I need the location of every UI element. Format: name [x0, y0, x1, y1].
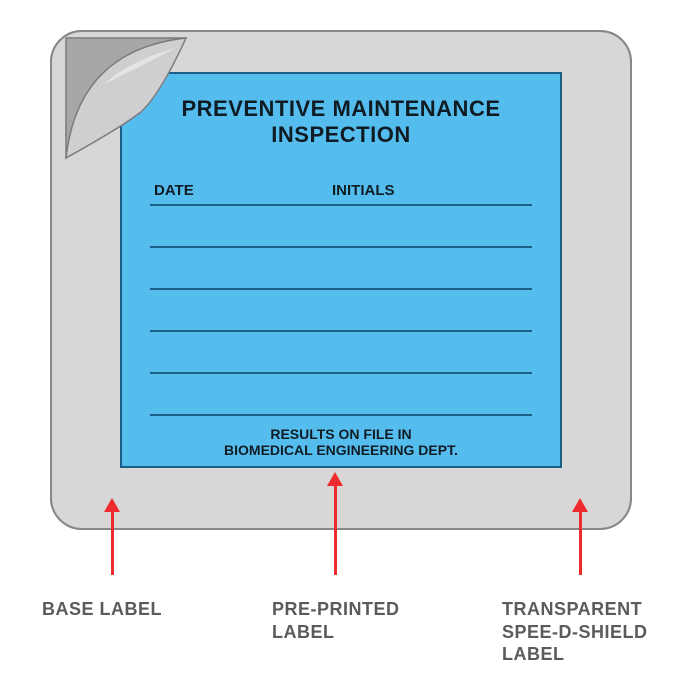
arrow-line: [579, 512, 582, 575]
rule-line: [150, 372, 532, 374]
arrow-line: [111, 512, 114, 575]
label-footer: RESULTS ON FILE IN BIOMEDICAL ENGINEERIN…: [122, 426, 560, 458]
arrow-head-icon: [572, 498, 588, 512]
arrow-head-icon: [104, 498, 120, 512]
footer-line1: RESULTS ON FILE IN: [122, 426, 560, 442]
rule-line: [150, 204, 532, 206]
rule-line: [150, 330, 532, 332]
initials-field-label: INITIALS: [332, 182, 395, 199]
peel-corner-icon: [56, 28, 216, 188]
rule-line: [150, 246, 532, 248]
callout-pre-printed: PRE-PRINTED LABEL: [272, 598, 400, 643]
footer-line2: BIOMEDICAL ENGINEERING DEPT.: [122, 442, 560, 458]
rule-line: [150, 288, 532, 290]
callout-base-label: BASE LABEL: [42, 598, 162, 621]
arrow-head-icon: [327, 472, 343, 486]
arrow-line: [334, 486, 337, 575]
callout-shield-label: TRANSPARENT SPEE-D-SHIELD LABEL: [502, 598, 648, 666]
rule-line: [150, 414, 532, 416]
